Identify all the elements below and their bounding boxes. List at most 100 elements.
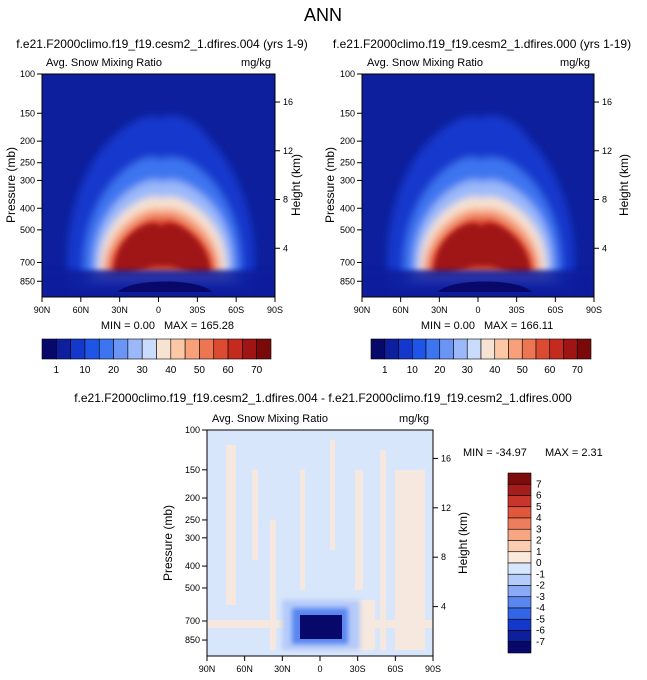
colorbar-swatch	[56, 338, 71, 360]
diff-max-label: MAX = 2.31	[545, 447, 603, 459]
diff-colorbar-label: -1	[536, 569, 545, 580]
colorbar-swatch	[113, 338, 129, 360]
colorbar-swatch	[521, 338, 537, 360]
height-tick-label: 4	[441, 602, 446, 612]
y-tick-label: 850	[340, 276, 355, 286]
diff-colorbar-label: -6	[536, 626, 545, 637]
x-tick-label: 60S	[228, 305, 244, 315]
x-tick-label: 30N	[111, 305, 128, 315]
y-tick-label: 250	[185, 515, 200, 525]
left-low-core	[118, 281, 212, 292]
x-tick-label: 30S	[509, 305, 525, 315]
x-tick-label: 30N	[274, 664, 291, 674]
diff-colorbar-swatch	[507, 618, 532, 631]
diff-colorbar-swatch	[507, 528, 532, 541]
colorbar-label: 20	[434, 365, 446, 376]
colorbar-swatch	[398, 338, 413, 360]
y-tick-label: 400	[340, 203, 355, 213]
x-tick-label: 90S	[586, 305, 602, 315]
y-tick-label: 250	[340, 158, 355, 168]
x-tick-label: 90S	[425, 664, 441, 674]
y-tick-label: 700	[340, 257, 355, 267]
right-max-label: MAX = 166.11	[484, 320, 553, 332]
height-tick-label: 8	[283, 195, 288, 205]
colorbar-swatch	[98, 338, 114, 360]
diff-colorbar-label: -5	[536, 614, 545, 625]
y-tick-label: 500	[20, 225, 35, 235]
y-tick-label: 150	[20, 108, 35, 118]
colorbar-label: 50	[194, 365, 206, 376]
diff-pos-patch	[355, 470, 363, 590]
height-tick-label: 16	[602, 97, 612, 107]
y-tick-label: 850	[20, 276, 35, 286]
right-colorbar: 1 10 20 30 40 50 60 70	[370, 338, 592, 376]
diff-y2-axis-label: Height (km)	[456, 512, 470, 574]
y-tick-label: 400	[20, 203, 35, 213]
colorbar-label: 1	[54, 365, 60, 376]
colorbar-swatch	[84, 338, 100, 360]
height-tick-label: 16	[283, 97, 293, 107]
colorbar-label: 50	[517, 365, 529, 376]
right-core	[434, 223, 530, 274]
x-tick-label: 0	[317, 664, 322, 674]
diff-colorbar-label: 0	[536, 558, 542, 569]
diff-colorbar-label: -3	[536, 592, 545, 603]
height-tick-label: 8	[441, 552, 446, 562]
y-tick-label: 700	[20, 257, 35, 267]
diff-colorbar-swatch	[507, 495, 532, 508]
y-tick-label: 150	[340, 108, 355, 118]
diff-colorbar-swatch	[507, 630, 532, 643]
y-tick-label: 300	[340, 175, 355, 185]
colorbar-label: 70	[251, 365, 263, 376]
x-tick-label: 30S	[350, 664, 366, 674]
y-tick-label: 850	[185, 635, 200, 645]
y-tick-label: 250	[20, 158, 35, 168]
colorbar-label: 20	[108, 365, 120, 376]
right-y-axis-label: Pressure (mb)	[323, 147, 337, 223]
diff-colorbar-swatch	[507, 562, 532, 575]
height-tick-label: 12	[602, 146, 612, 156]
colorbar-swatch	[227, 338, 243, 360]
height-tick-label: 12	[441, 503, 451, 513]
diff-pos-patch	[226, 445, 236, 605]
diff-colorbar-label: 4	[536, 513, 542, 524]
diff-colorbar-label: 6	[536, 491, 542, 502]
diff-colorbar-label: 5	[536, 502, 542, 513]
left-variable-label: Avg. Snow Mixing Ratio	[46, 57, 162, 69]
left-case-title: f.e21.F2000climo.f19_f19.cesm2_1.dfires.…	[16, 37, 307, 51]
diff-variable-label: Avg. Snow Mixing Ratio	[212, 413, 328, 425]
colorbar-swatch	[156, 338, 172, 360]
height-tick-label: 4	[283, 243, 288, 253]
height-tick-label: 4	[602, 243, 607, 253]
diff-colorbar-swatch	[507, 585, 532, 598]
right-axes: 90N 60N 30N 0 30S 60S 90S 100 150 200 250 300 400 500…	[340, 69, 612, 315]
height-tick-label: 8	[602, 195, 607, 205]
colorbar-swatch	[466, 338, 482, 360]
figure-title: ANN	[304, 5, 342, 25]
diff-pos-patch	[270, 520, 276, 650]
y-tick-label: 200	[340, 136, 355, 146]
colorbar-swatch	[453, 338, 468, 360]
colorbar-swatch	[256, 338, 272, 360]
x-tick-label: 30S	[189, 305, 205, 315]
colorbar-swatch	[170, 338, 186, 360]
right-low-core	[438, 281, 532, 292]
left-colorbar: 1 10 20 30 40 50 60 70	[41, 338, 272, 376]
x-tick-label: 30N	[431, 305, 448, 315]
x-tick-label: 90S	[267, 305, 283, 315]
diff-colorbar-swatch	[507, 551, 532, 564]
colorbar-label: 60	[544, 365, 556, 376]
colorbar-swatch	[576, 338, 592, 360]
x-tick-label: 60N	[392, 305, 409, 315]
y-tick-label: 700	[185, 616, 200, 626]
left-core	[114, 223, 210, 274]
diff-pos-patch	[300, 470, 305, 590]
colorbar-swatch	[535, 338, 551, 360]
x-tick-label: 90N	[34, 305, 51, 315]
left-contour-field	[42, 74, 275, 297]
x-tick-label: 60N	[73, 305, 90, 315]
colorbar-swatch	[199, 338, 215, 360]
y-tick-label: 100	[20, 69, 35, 79]
